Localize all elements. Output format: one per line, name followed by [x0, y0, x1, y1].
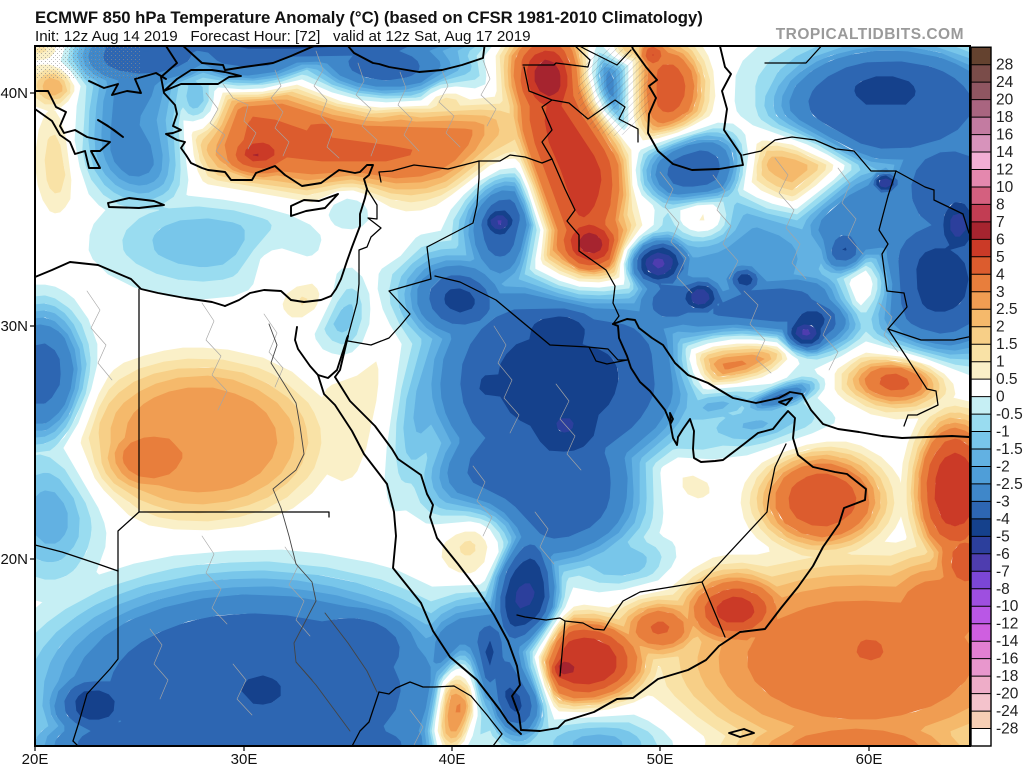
- svg-text:-7: -7: [996, 563, 1010, 580]
- svg-text:-1: -1: [996, 424, 1010, 441]
- svg-text:0.5: 0.5: [996, 371, 1018, 388]
- svg-text:-18: -18: [996, 668, 1018, 685]
- svg-text:3: 3: [996, 284, 1005, 301]
- svg-text:ECMWF 850 hPa Temperature Anom: ECMWF 850 hPa Temperature Anomaly (°C) (…: [35, 8, 703, 27]
- svg-text:30E: 30E: [231, 751, 258, 766]
- svg-text:16: 16: [996, 127, 1013, 144]
- svg-text:-2: -2: [996, 459, 1010, 476]
- svg-text:-16: -16: [996, 651, 1018, 668]
- svg-text:-1.5: -1.5: [996, 441, 1023, 458]
- svg-text:-28: -28: [996, 721, 1018, 738]
- svg-text:Init: 12z Aug 14 2019 Foreca: Init: 12z Aug 14 2019 Forecast Hour: [72…: [35, 28, 531, 45]
- svg-text:-2.5: -2.5: [996, 476, 1023, 493]
- svg-text:-0.5: -0.5: [996, 406, 1023, 423]
- svg-text:40E: 40E: [439, 751, 466, 766]
- svg-text:-3: -3: [996, 493, 1010, 510]
- svg-text:60E: 60E: [856, 751, 883, 766]
- svg-text:1.5: 1.5: [996, 336, 1018, 353]
- svg-text:1: 1: [996, 354, 1005, 371]
- svg-text:20E: 20E: [22, 751, 49, 766]
- svg-text:-5: -5: [996, 528, 1010, 545]
- svg-text:28: 28: [996, 57, 1013, 74]
- svg-text:-20: -20: [996, 686, 1019, 703]
- svg-text:TROPICALTIDBITS.COM: TROPICALTIDBITS.COM: [776, 26, 964, 43]
- svg-text:24: 24: [996, 74, 1014, 91]
- svg-text:20N: 20N: [0, 551, 28, 568]
- svg-text:30N: 30N: [0, 318, 28, 335]
- svg-text:-12: -12: [996, 616, 1018, 633]
- svg-text:14: 14: [996, 144, 1014, 161]
- svg-text:5: 5: [996, 249, 1005, 266]
- svg-text:-14: -14: [996, 633, 1019, 650]
- svg-text:8: 8: [996, 196, 1005, 213]
- svg-text:40N: 40N: [0, 85, 28, 102]
- svg-text:18: 18: [996, 109, 1013, 126]
- svg-text:12: 12: [996, 162, 1013, 179]
- svg-text:6: 6: [996, 231, 1005, 248]
- svg-text:-24: -24: [996, 703, 1019, 720]
- svg-text:-6: -6: [996, 546, 1010, 563]
- svg-text:0: 0: [996, 389, 1005, 406]
- svg-text:-10: -10: [996, 598, 1019, 615]
- svg-text:-8: -8: [996, 581, 1010, 598]
- svg-text:-4: -4: [996, 511, 1010, 528]
- svg-text:10: 10: [996, 179, 1014, 196]
- svg-text:7: 7: [996, 214, 1005, 231]
- svg-text:4: 4: [996, 266, 1005, 283]
- svg-text:2: 2: [996, 319, 1005, 336]
- svg-text:50E: 50E: [647, 751, 674, 766]
- svg-text:20: 20: [996, 92, 1014, 109]
- svg-text:2.5: 2.5: [996, 301, 1018, 318]
